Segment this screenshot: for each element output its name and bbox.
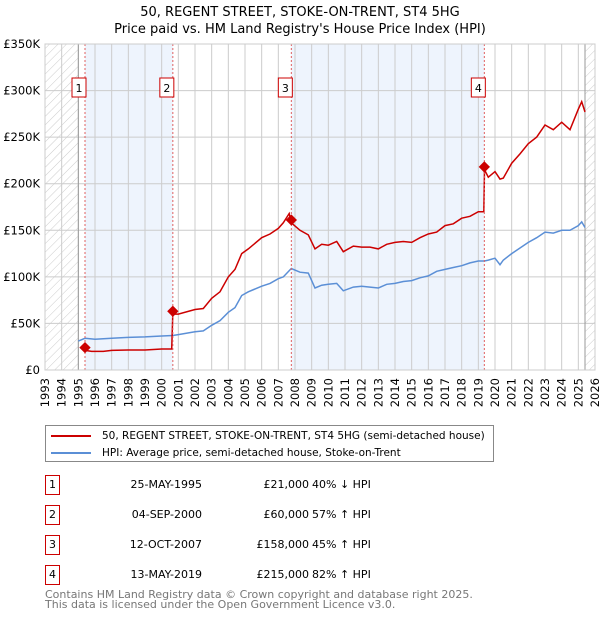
footer-copyright: Contains HM Land Registry data © Crown c… <box>45 588 473 601</box>
x-tick-label: 1995 <box>71 378 85 407</box>
x-tick-label: 2002 <box>188 378 202 407</box>
sale-hpi-diff: 82% ↑ HPI <box>312 568 371 581</box>
legend-item-hpi: HPI: Average price, semi-detached house,… <box>51 445 401 461</box>
x-tick-label: 1994 <box>55 378 69 407</box>
sale-marker-box <box>470 77 486 98</box>
sale-price: £21,000 <box>263 478 310 491</box>
y-tick-label: £100K <box>3 270 40 284</box>
sale-marker-label: 1 <box>76 82 83 95</box>
x-tick-label: 2013 <box>371 378 385 407</box>
y-tick-label: £300K <box>3 84 40 98</box>
sale-date: 25-MAY-1995 <box>130 478 202 491</box>
sale-number: 4 <box>45 565 60 585</box>
title-line-2: Price paid vs. HM Land Registry's House … <box>114 22 486 37</box>
legend: 50, REGENT STREET, STOKE-ON-TRENT, ST4 5… <box>45 425 494 462</box>
x-tick-label: 2011 <box>338 378 352 407</box>
sale-price: £158,000 <box>256 538 310 551</box>
footer: Contains HM Land Registry data © Crown c… <box>45 588 473 611</box>
y-tick-label: £250K <box>3 130 40 144</box>
plot-frame <box>44 43 596 371</box>
sale-hpi-diff: 40% ↓ HPI <box>312 478 371 491</box>
x-tick-label: 2023 <box>538 378 552 407</box>
legend-swatch-hpi <box>51 452 91 454</box>
no-data-hatch <box>585 44 595 370</box>
x-tick-label: 2004 <box>221 378 235 407</box>
title-line-1: 50, REGENT STREET, STOKE-ON-TRENT, ST4 5… <box>140 5 460 20</box>
x-tick-label: 2017 <box>438 378 452 407</box>
sale-price: £215,000 <box>256 568 310 581</box>
sale-row: 3 12-OCT-2007 £158,000 45% ↑ HPI <box>45 535 445 555</box>
x-tick-label: 2012 <box>355 378 369 407</box>
sale-row: 4 13-MAY-2019 £215,000 82% ↑ HPI <box>45 565 445 585</box>
legend-label-hpi: HPI: Average price, semi-detached house,… <box>102 447 401 459</box>
y-tick-label: £150K <box>3 223 40 237</box>
x-tick-label: 1996 <box>88 378 102 407</box>
x-tick-label: 2008 <box>288 378 302 407</box>
x-tick-label: 2025 <box>571 378 585 407</box>
sale-hpi-diff: 45% ↑ HPI <box>312 538 371 551</box>
footer-licence: This data is licensed under the Open Gov… <box>45 598 396 611</box>
sale-price: £60,000 <box>263 508 310 521</box>
sale-hpi-diff: 57% ↑ HPI <box>312 508 371 521</box>
x-tick-label: 1998 <box>121 378 135 407</box>
legend-swatch-property <box>51 435 91 437</box>
sale-number: 1 <box>45 475 60 495</box>
x-tick-label: 2006 <box>255 378 269 407</box>
x-tick-label: 2022 <box>521 378 535 407</box>
x-tick-label: 2000 <box>155 378 169 407</box>
sale-row: 1 25-MAY-1995 £21,000 40% ↓ HPI <box>45 475 445 495</box>
x-tick-label: 2010 <box>321 378 335 407</box>
x-tick-label: 2015 <box>405 378 419 407</box>
sale-number: 3 <box>45 535 60 555</box>
no-data-hatch <box>45 44 79 370</box>
x-tick-label: 2001 <box>171 378 185 407</box>
y-tick-label: £0 <box>25 363 40 377</box>
sale-date: 12-OCT-2007 <box>129 538 202 551</box>
x-tick-label: 2021 <box>505 378 519 407</box>
sale-point <box>167 305 179 317</box>
x-tick-label: 2016 <box>421 378 435 407</box>
x-tick-label: 1997 <box>105 378 119 407</box>
x-tick-label: 2014 <box>388 378 402 407</box>
x-tick-label: 2018 <box>455 378 469 407</box>
x-tick-label: 2020 <box>488 378 502 407</box>
x-tick-label: 2005 <box>238 378 252 407</box>
sale-date: 13-MAY-2019 <box>130 568 202 581</box>
y-tick-label: £200K <box>3 177 40 191</box>
property-price-line <box>84 99 586 353</box>
hpi-line <box>78 220 586 342</box>
x-tick-label: 2019 <box>471 378 485 407</box>
legend-item-property: 50, REGENT STREET, STOKE-ON-TRENT, ST4 5… <box>51 428 485 444</box>
x-tick-label: 1999 <box>138 378 152 407</box>
sale-marker-label: 4 <box>475 82 482 95</box>
y-tick-label: £50K <box>11 316 41 330</box>
x-tick-label: 2024 <box>555 378 569 407</box>
x-tick-label: 2009 <box>305 378 319 407</box>
sale-band <box>291 44 485 370</box>
sale-row: 2 04-SEP-2000 £60,000 57% ↑ HPI <box>45 505 445 525</box>
sale-marker-box <box>159 77 175 98</box>
sale-marker-label: 2 <box>163 82 170 95</box>
sale-number: 2 <box>45 505 60 525</box>
sale-marker-box <box>71 77 87 98</box>
sale-marker-label: 3 <box>282 82 289 95</box>
x-tick-label: 1993 <box>38 378 52 407</box>
price-chart: 1 2 3 4 £0 £50K £100K £150K £200K £250K £300K £350K… <box>3 37 600 407</box>
legend-label-property: 50, REGENT STREET, STOKE-ON-TRENT, ST4 5… <box>102 430 485 442</box>
y-tick-label: £350K <box>3 37 40 51</box>
sale-point <box>478 161 490 173</box>
sale-point <box>285 214 297 226</box>
x-tick-label: 2003 <box>205 378 219 407</box>
sale-date: 04-SEP-2000 <box>131 508 202 521</box>
chart-title: 50, REGENT STREET, STOKE-ON-TRENT, ST4 5… <box>0 4 600 38</box>
x-tick-label: 2026 <box>588 378 600 407</box>
sale-band <box>85 44 173 370</box>
x-tick-label: 2007 <box>271 378 285 407</box>
sale-marker-box <box>277 77 293 98</box>
